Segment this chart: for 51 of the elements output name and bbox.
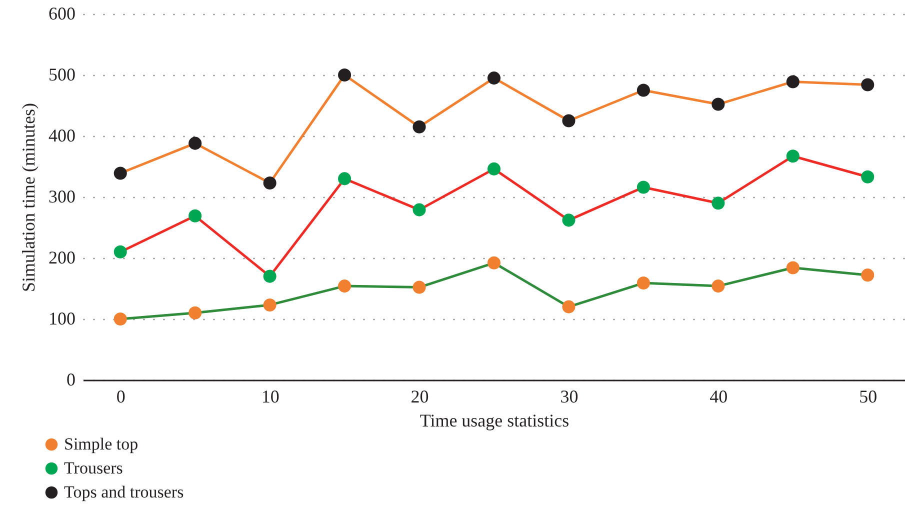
point — [712, 196, 725, 210]
point — [338, 172, 352, 186]
point — [636, 276, 650, 290]
point — [338, 68, 352, 82]
point — [786, 75, 800, 88]
x-tick-label: 20 — [410, 386, 429, 406]
point — [861, 170, 874, 184]
point — [636, 84, 650, 97]
point — [562, 300, 576, 314]
y-tick-label: 300 — [48, 186, 76, 206]
point — [487, 256, 501, 270]
point — [861, 78, 874, 92]
point — [487, 72, 501, 85]
point — [263, 176, 276, 190]
point — [636, 180, 650, 194]
point — [562, 114, 576, 128]
point — [338, 280, 352, 293]
point — [188, 136, 202, 150]
y-tick-label: 500 — [48, 64, 76, 84]
point — [263, 298, 276, 312]
x-tick-label: 30 — [560, 386, 578, 406]
x-axis-title: Time usage statistics — [420, 410, 570, 430]
y-tick-label: 100 — [48, 308, 76, 328]
point — [712, 98, 725, 111]
point — [188, 209, 202, 222]
point — [786, 261, 800, 274]
point — [412, 280, 426, 294]
point — [861, 268, 874, 282]
y-tick-label: 600 — [48, 4, 76, 24]
legend-label: Simple top — [64, 434, 138, 454]
x-tick-label: 10 — [261, 386, 280, 406]
point — [487, 162, 501, 176]
x-tick-label: 0 — [116, 386, 126, 406]
y-tick-label: 0 — [66, 370, 76, 390]
point — [188, 306, 202, 320]
point — [412, 203, 426, 216]
point — [562, 214, 576, 227]
y-tick-label: 200 — [48, 248, 76, 268]
point — [712, 280, 725, 293]
point — [114, 312, 127, 326]
point — [786, 150, 800, 163]
point — [114, 166, 127, 180]
x-tick-label: 50 — [859, 386, 878, 406]
x-tick-label: 40 — [710, 386, 728, 406]
y-axis-title: Simulation time (minutes) — [18, 103, 38, 292]
legend-label: Trousers — [64, 458, 123, 478]
point — [114, 245, 127, 258]
legend-label: Tops and trousers — [64, 482, 184, 502]
y-tick-label: 400 — [48, 126, 76, 146]
point — [412, 120, 426, 134]
point — [263, 270, 276, 283]
